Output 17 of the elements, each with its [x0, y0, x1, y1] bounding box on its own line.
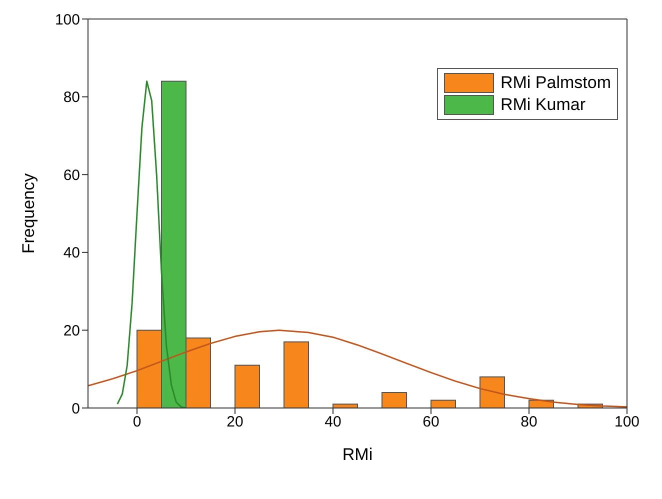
line-series: [116, 80, 187, 408]
y-tick-label: 20: [63, 322, 80, 340]
x-tick-label: 40: [324, 414, 342, 431]
x-tick-label: 0: [132, 414, 142, 431]
legend-label: RMi Kumar: [500, 94, 586, 116]
y-tick-label: 40: [63, 244, 80, 262]
legend-label: RMi Palmstom: [500, 72, 611, 94]
x-axis-title: RMi: [342, 445, 373, 464]
y-tick-label: 80: [63, 89, 80, 106]
x-tick-label: 80: [520, 414, 538, 431]
y-tick-label: 0: [72, 400, 80, 418]
y-tick-label: 60: [63, 166, 80, 184]
x-tick-label: 20: [226, 414, 244, 431]
x-tick-label: 100: [614, 414, 640, 431]
y-axis-title: Frequency: [19, 172, 38, 254]
y-tick-label: 100: [54, 11, 80, 28]
x-tick-label: 60: [422, 414, 440, 431]
